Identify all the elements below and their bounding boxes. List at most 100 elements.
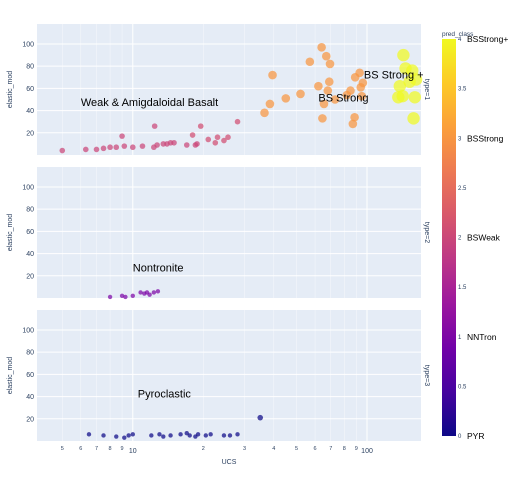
y-axis-title: elastic_mod <box>7 214 14 251</box>
y-tick-label: 100 <box>22 184 34 191</box>
colorbar-tick-label: 0 <box>458 434 462 440</box>
facet-panel-1: 20 40 60 80 100 elastic_mod type=1 Weak & Amigd… <box>7 24 430 155</box>
data-point <box>305 57 315 67</box>
data-point <box>321 51 331 61</box>
x-minor-tick-label: 6 <box>79 446 82 452</box>
data-point <box>189 132 196 138</box>
x-minor-tick-label: 2 <box>202 446 205 452</box>
data-point <box>203 433 209 438</box>
data-point <box>59 147 66 154</box>
data-point <box>208 432 213 437</box>
y-tick-label: 20 <box>26 273 34 280</box>
x-tick-label: 100 <box>361 448 373 455</box>
data-point <box>350 112 359 122</box>
data-point <box>93 146 100 153</box>
x-axis-title: UCS <box>222 459 237 466</box>
data-point <box>357 91 367 101</box>
data-point <box>205 136 212 143</box>
data-point <box>397 48 410 62</box>
y-axis-title: elastic_mod <box>7 71 14 108</box>
data-point <box>119 133 125 139</box>
annotation-text: Weak & Amigdaloidal Basalt <box>81 97 218 109</box>
data-point <box>265 99 275 109</box>
x-minor-tick-label: 8 <box>109 446 112 452</box>
data-point <box>119 293 125 298</box>
annotation-text: BS Strong <box>318 93 368 105</box>
colorbar-title: pred_class <box>442 31 474 38</box>
data-point <box>171 139 177 146</box>
y-tick-label: 40 <box>26 394 34 401</box>
data-point <box>107 144 113 151</box>
colorbar-class-label: NNTron <box>467 332 497 342</box>
facet-panel-3: 20 40 60 80 100 elastic_mod type=3 Pyroclastic <box>7 310 430 441</box>
x-minor-tick-label: 6 <box>314 446 317 452</box>
facet-label: type=3 <box>423 365 430 386</box>
x-minor-tick-label: 5 <box>295 446 298 452</box>
annotation-text: BS Strong + <box>364 69 424 81</box>
y-tick-label: 60 <box>26 372 34 379</box>
data-point <box>319 99 329 109</box>
y-tick-label: 80 <box>26 64 34 71</box>
data-point <box>129 144 136 151</box>
y-tick-label: 60 <box>26 86 34 93</box>
data-point <box>330 95 340 104</box>
y-tick-label: 80 <box>26 207 34 214</box>
data-point <box>234 118 241 125</box>
data-point <box>194 141 200 147</box>
y-tick-label: 80 <box>26 350 34 357</box>
x-minor-tick-label: 7 <box>329 446 332 452</box>
data-point <box>235 432 240 437</box>
colorbar-tick-label: 3.5 <box>458 87 467 93</box>
data-point <box>348 119 358 129</box>
annotation-text: Nontronite <box>133 262 184 274</box>
data-point <box>358 78 368 88</box>
data-point <box>178 432 183 437</box>
data-point <box>122 435 127 440</box>
data-point <box>396 89 409 103</box>
data-point <box>100 145 107 152</box>
data-point <box>221 433 227 438</box>
data-point <box>317 43 326 52</box>
data-point <box>113 144 120 151</box>
colorbar-tick-label: 4 <box>458 37 462 43</box>
data-point <box>407 112 420 125</box>
data-point <box>221 137 227 144</box>
data-point <box>260 108 269 118</box>
colorbar-tick-label: 2.5 <box>458 186 467 192</box>
data-point <box>296 89 305 99</box>
colorbar-tick-label: 1 <box>458 335 462 341</box>
data-point <box>154 142 160 148</box>
y-tick-label: 60 <box>26 229 34 236</box>
data-point <box>324 77 334 87</box>
y-tick-label: 40 <box>26 251 34 258</box>
data-point <box>168 433 173 438</box>
y-tick-label: 40 <box>26 108 34 115</box>
data-point <box>257 414 264 421</box>
x-minor-tick-label: 8 <box>343 446 346 452</box>
data-point <box>161 434 166 439</box>
data-point <box>126 433 131 438</box>
colorbar-tick-label: 0.5 <box>458 384 467 390</box>
data-point <box>355 68 364 78</box>
data-point <box>314 81 323 91</box>
data-point <box>149 433 154 438</box>
colorbar-gradient <box>442 39 456 436</box>
x-tick-label: 10 <box>129 448 137 455</box>
x-minor-tick-label: 5 <box>61 446 64 452</box>
data-point <box>121 143 128 149</box>
y-tick-label: 20 <box>26 130 34 137</box>
colorbar-tick-label: 2 <box>458 236 462 242</box>
facet-panel-2: 20 40 60 80 100 elastic_mod type=2 Nontronite <box>7 167 430 300</box>
data-point <box>227 433 233 438</box>
facet-label: type=1 <box>423 79 430 100</box>
colorbar-class-label: BSStrong <box>467 133 504 143</box>
x-minor-tick-label: 3 <box>243 446 246 452</box>
x-minor-tick-label: 9 <box>355 446 358 452</box>
data-point <box>195 432 201 437</box>
data-point <box>197 123 204 129</box>
data-point <box>139 143 146 149</box>
y-tick-label: 100 <box>22 327 34 334</box>
data-point <box>225 134 231 141</box>
